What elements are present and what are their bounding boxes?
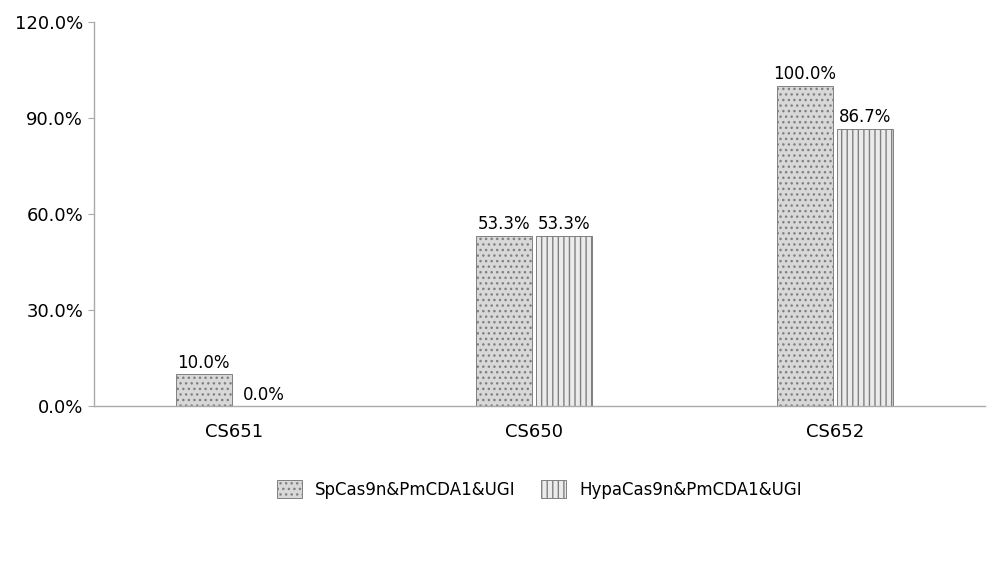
Text: 10.0%: 10.0% [178, 353, 230, 372]
Bar [476, 236, 532, 406]
Text: 0.0%: 0.0% [243, 386, 285, 404]
Bar [837, 128, 893, 406]
Bar [176, 374, 232, 406]
Text: 100.0%: 100.0% [773, 66, 836, 83]
Text: 53.3%: 53.3% [478, 215, 531, 233]
Text: 86.7%: 86.7% [839, 108, 891, 126]
Legend: SpCas9n&PmCDA1&UGI, HypaCas9n&PmCDA1&UGI: SpCas9n&PmCDA1&UGI, HypaCas9n&PmCDA1&UGI [270, 474, 808, 505]
Bar [536, 236, 592, 406]
Text: 53.3%: 53.3% [538, 215, 591, 233]
Bar [777, 86, 833, 406]
